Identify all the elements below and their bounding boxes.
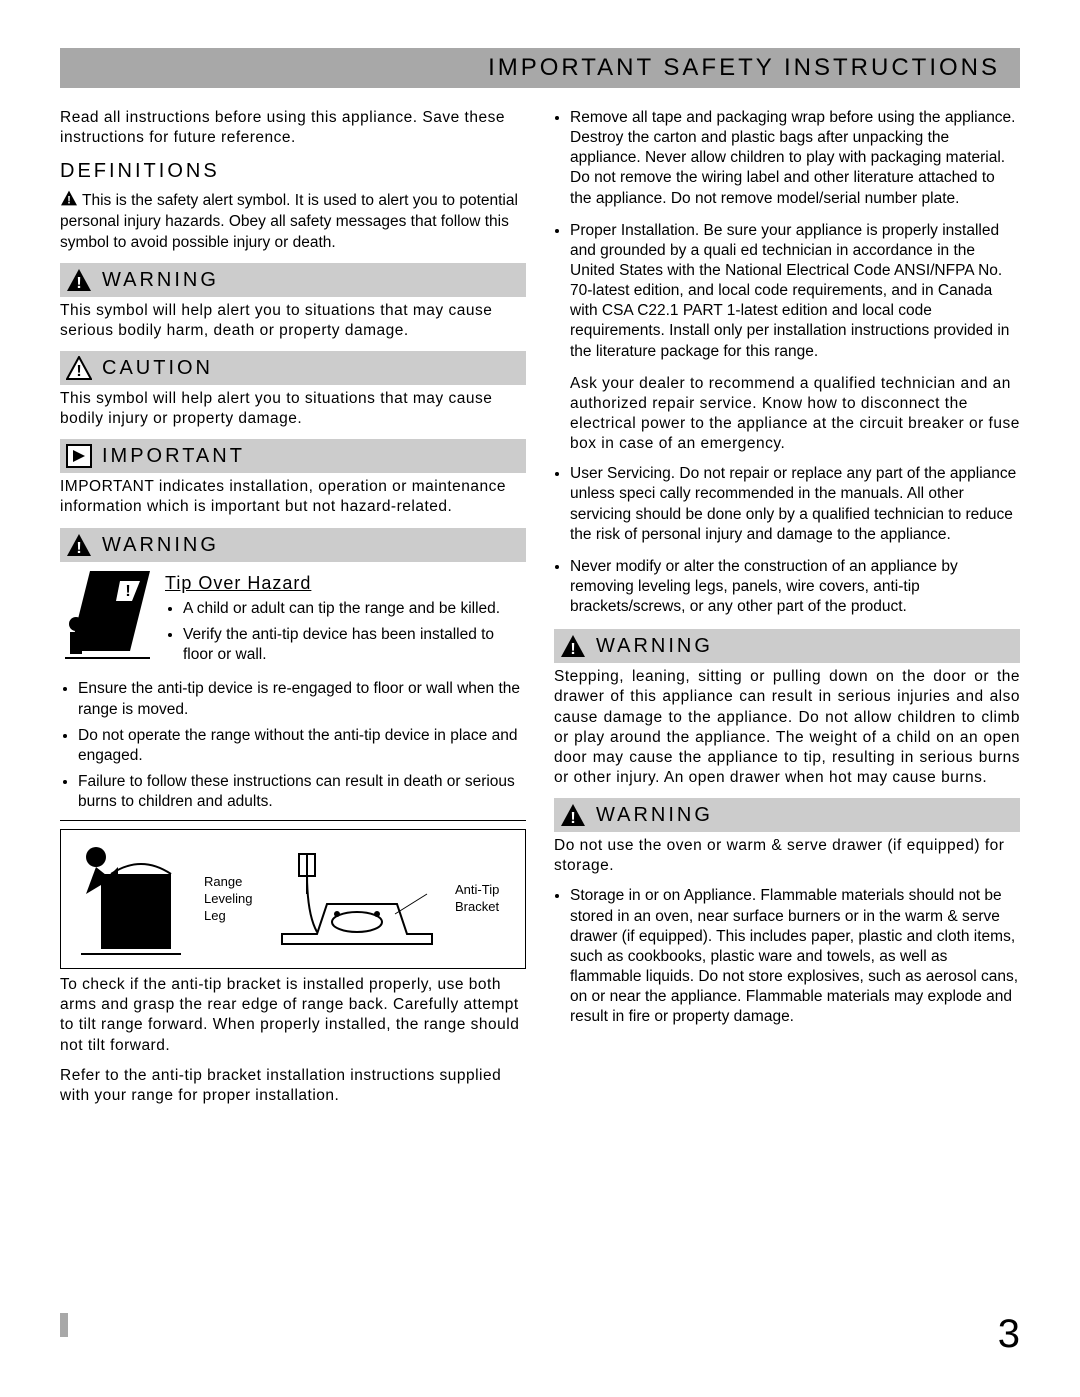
list-item: Ensure the anti-tip device is re-engaged… [78, 679, 526, 719]
tip-over-row: ! Tip Over Hazard A child or adult can t… [60, 566, 526, 674]
right-bullets-3: Storage in or on Appliance. Flammable ma… [554, 886, 1020, 1027]
svg-text:!: ! [67, 195, 71, 207]
anti-tip-diagram: Range Leveling Leg Anti-Tip Bracket [60, 829, 526, 969]
caution-header: ! CAUTION [60, 351, 526, 385]
right-bullets-2: User Servicing. Do not repair or replace… [554, 464, 1020, 617]
important-label: IMPORTANT [102, 443, 245, 469]
important-icon [66, 444, 92, 468]
svg-text:!: ! [570, 810, 575, 827]
warning-header-4: ! WARNING [554, 798, 1020, 832]
list-item: Failure to follow these instructions can… [78, 772, 526, 812]
list-item: User Servicing. Do not repair or replace… [570, 464, 1020, 545]
range-tilt-illustration [76, 839, 186, 959]
warning-header-3: ! WARNING [554, 629, 1020, 663]
warning-icon: ! [66, 268, 92, 292]
list-item: Storage in or on Appliance. Flammable ma… [570, 886, 1020, 1027]
svg-text:!: ! [76, 363, 81, 380]
tip-over-illustration: ! [60, 566, 155, 661]
svg-text:!: ! [570, 641, 575, 658]
page-title: IMPORTANT SAFETY INSTRUCTIONS [488, 54, 1000, 82]
page-number: 3 [998, 1312, 1020, 1357]
warning-1-text: This symbol will help alert you to situa… [60, 301, 526, 341]
warning-label: WARNING [596, 633, 713, 659]
list-item: Do not operate the range without the ant… [78, 726, 526, 766]
left-column: Read all instructions before using this … [60, 108, 526, 1116]
caution-label: CAUTION [102, 355, 213, 381]
important-text: IMPORTANT indicates installation, operat… [60, 477, 526, 517]
warning-icon: ! [560, 634, 586, 658]
definitions-heading: DEFINITIONS [60, 158, 526, 184]
tip-refer-text: Refer to the anti-tip bracket installati… [60, 1066, 526, 1106]
dealer-text: Ask your dealer to recommend a qualified… [570, 374, 1020, 455]
bracket-illustration [277, 844, 437, 954]
warning-label: WARNING [102, 267, 219, 293]
svg-text:!: ! [125, 583, 130, 600]
diagram-label-bracket: Anti-Tip Bracket [455, 882, 510, 916]
warning-label: WARNING [596, 802, 713, 828]
header-bar: IMPORTANT SAFETY INSTRUCTIONS [60, 48, 1020, 88]
page: IMPORTANT SAFETY INSTRUCTIONS Read all i… [0, 0, 1080, 1397]
svg-text:!: ! [76, 275, 81, 292]
tip-over-text: Tip Over Hazard A child or adult can tip… [165, 566, 526, 674]
warning-4-text: Do not use the oven or warm & serve draw… [554, 836, 1020, 876]
caution-text: This symbol will help alert you to situa… [60, 389, 526, 429]
svg-text:!: ! [76, 540, 81, 557]
side-accent-bar [60, 1313, 68, 1337]
list-item: A child or adult can tip the range and b… [183, 599, 526, 619]
divider [60, 820, 526, 821]
tip-bullets: Ensure the anti-tip device is re-engaged… [60, 679, 526, 812]
right-bullets-1: Remove all tape and packaging wrap befor… [554, 108, 1020, 362]
right-column: Remove all tape and packaging wrap befor… [554, 108, 1020, 1116]
tip-check-text: To check if the anti-tip bracket is inst… [60, 975, 526, 1056]
intro-text: Read all instructions before using this … [60, 108, 526, 148]
list-item: Remove all tape and packaging wrap befor… [570, 108, 1020, 209]
warning-header-1: ! WARNING [60, 263, 526, 297]
tip-over-subhead: Tip Over Hazard [165, 572, 526, 595]
warning-header-2: ! WARNING [60, 528, 526, 562]
list-item: Verify the anti-tip device has been inst… [183, 625, 526, 665]
warning-icon: ! [66, 533, 92, 557]
definitions-text: ! This is the safety alert symbol. It is… [60, 190, 526, 252]
diagram-label-leg: Range Leveling Leg [204, 874, 259, 925]
list-item: Proper Installation. Be sure your applia… [570, 221, 1020, 362]
columns: Read all instructions before using this … [60, 108, 1020, 1116]
caution-icon: ! [66, 356, 92, 380]
tip-top-bullets: A child or adult can tip the range and b… [165, 599, 526, 665]
alert-icon: ! [60, 190, 78, 212]
important-header: IMPORTANT [60, 439, 526, 473]
warning-3-text: Stepping, leaning, sitting or pulling do… [554, 667, 1020, 788]
warning-icon: ! [560, 803, 586, 827]
list-item: Never modify or alter the construction o… [570, 557, 1020, 617]
warning-label: WARNING [102, 532, 219, 558]
